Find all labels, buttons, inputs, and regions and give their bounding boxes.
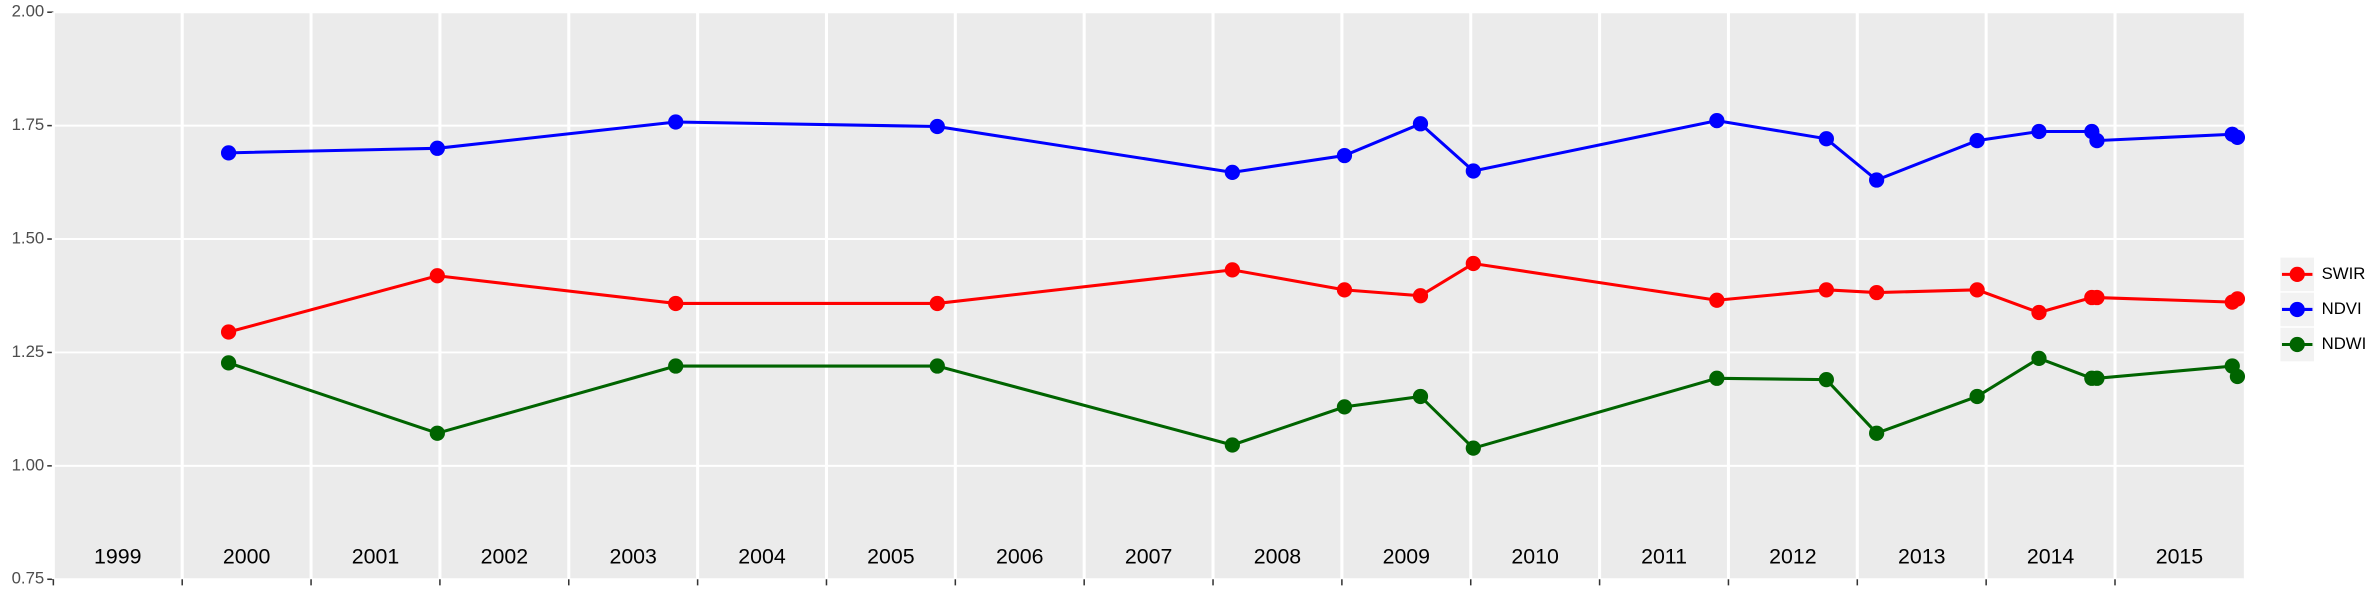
y-tick-label: 0.75 [12,569,45,588]
data-point [1224,164,1240,180]
data-point [2031,350,2047,366]
data-point [1336,399,1353,415]
data-point [220,324,237,340]
data-point [1709,292,1725,308]
legend-label: NDWI [2322,334,2367,353]
data-point [220,355,237,371]
data-point [2031,304,2047,321]
x-tick-label: 2010 [1511,545,1559,569]
data-point [2031,123,2047,140]
data-point [1465,440,1481,456]
y-tick-label: 2.00 [12,2,45,21]
data-point [2229,291,2246,307]
data-point [929,295,945,312]
data-point [1969,282,1985,298]
x-tick-label: 2013 [1898,545,1945,569]
data-point [1818,372,1834,388]
data-point [1869,284,1885,301]
data-point [1818,131,1834,147]
data-point [429,268,445,284]
data-point [1224,262,1240,278]
data-point [1969,388,1985,405]
legend-label: SWIR [2322,264,2366,283]
legend-key-point [2289,301,2305,318]
data-point [1224,437,1240,453]
data-point [2089,370,2105,386]
y-tick-label: 1.00 [12,455,45,474]
data-point [1869,172,1885,188]
data-point [1336,147,1353,164]
x-tick-label: 2015 [2156,545,2203,569]
x-tick-label: 2004 [738,545,786,569]
legend-label: NDVI [2322,299,2362,318]
y-tick-label: 1.50 [12,228,45,247]
x-tick-label: 2007 [1125,545,1172,569]
x-tick-label: 2009 [1383,545,1430,569]
x-tick-label: 2011 [1641,545,1687,569]
data-point [1336,282,1353,298]
x-tick-label: 2006 [996,545,1043,569]
x-tick-label: 1999 [94,545,141,569]
x-tick-label: 2014 [2027,545,2075,569]
x-tick-label: 2008 [1254,545,1301,569]
data-point [429,425,445,441]
x-tick-label: 2001 [352,545,399,569]
data-point [929,118,945,135]
x-tick-label: 2003 [609,545,656,569]
plot-panel [53,12,2244,580]
legend-key-point [2289,266,2305,283]
legend-key-point [2289,336,2305,353]
data-point [1969,132,1985,149]
data-point [429,140,445,156]
data-point [668,114,684,130]
data-point [1709,370,1725,386]
x-tick-label: 2005 [867,545,914,569]
y-tick-label: 1.75 [12,115,45,134]
data-point [220,145,237,161]
x-tick-label: 2000 [223,545,271,569]
data-point [1869,425,1885,441]
data-point [1465,163,1481,179]
x-tick-label: 2012 [1769,545,1816,569]
data-point [2089,132,2105,149]
data-point [1412,388,1429,405]
data-point [1818,282,1834,298]
data-point [2089,289,2105,306]
data-point [668,295,684,312]
data-point [1709,113,1725,129]
data-point [2229,129,2246,146]
data-point [929,358,945,374]
data-point [1412,116,1429,132]
y-tick-label: 1.25 [12,342,45,361]
data-point [2229,368,2246,385]
data-point [1465,255,1481,272]
data-point [1412,288,1429,304]
x-tick-label: 2002 [481,545,528,569]
data-point [668,358,684,374]
